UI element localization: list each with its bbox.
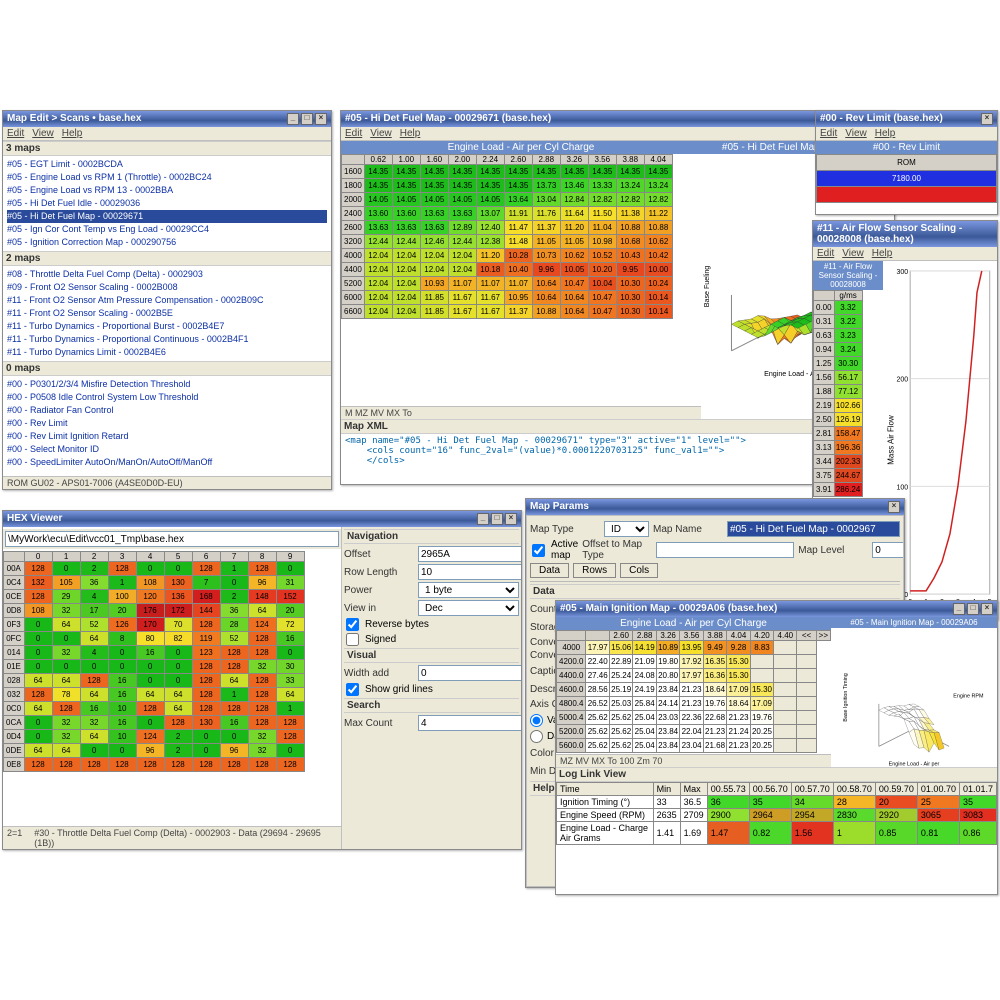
revlimit-grid[interactable]: ROM7180.00 <box>816 154 997 203</box>
file-path-input[interactable] <box>5 531 339 547</box>
tree-item[interactable]: #11 - Front O2 Sensor Scaling - 0002B5E <box>7 307 327 320</box>
tree-section: 0 maps <box>3 361 331 376</box>
window-title: Map Params <box>530 501 589 513</box>
tree-item[interactable]: #05 - Hi Det Fuel Idle - 00029036 <box>7 197 327 210</box>
tree-item[interactable]: #05 - Hi Det Fuel Map - 00029671 <box>7 210 327 223</box>
tree-item[interactable]: #11 - Front O2 Sensor Atm Pressure Compe… <box>7 294 327 307</box>
tree-section: 2 maps <box>3 251 331 266</box>
power-select[interactable]: 1 byte <box>418 582 519 598</box>
tree-item[interactable]: #09 - Front O2 Sensor Scaling - 0002B008 <box>7 281 327 294</box>
widthadd-input[interactable] <box>418 665 521 681</box>
window-title: #11 - Air Flow Sensor Scaling - 00028008… <box>817 223 993 245</box>
valinc-radio[interactable] <box>530 714 543 727</box>
tree-item[interactable]: #00 - Rev Limit <box>7 417 327 430</box>
tree-item[interactable]: #05 - Ign Cor Cont Temp vs Eng Load - 00… <box>7 223 327 236</box>
svg-text:Base Ignition Timing: Base Ignition Timing <box>843 673 849 722</box>
window-title: Map Edit > Scans • base.hex <box>7 113 141 125</box>
tree-item[interactable]: #05 - Ignition Correction Map - 00029075… <box>7 236 327 249</box>
ignition-map-grid[interactable]: 2.602.883.263.563.884.044.204.40<<>>4000… <box>556 630 831 753</box>
rowlen-input[interactable] <box>418 564 521 580</box>
tree-item[interactable]: #08 - Throttle Delta Fuel Comp (Delta) -… <box>7 268 327 281</box>
airflow-grid[interactable]: g/ms0.003.320.313.220.633.230.943.241.25… <box>813 290 863 497</box>
activemap-checkbox[interactable] <box>532 544 545 557</box>
tree-item[interactable]: #00 - P0301/2/3/4 Misfire Detection Thre… <box>7 378 327 391</box>
window-title: #00 - Rev Limit (base.hex) <box>820 113 943 125</box>
tree-item[interactable]: #05 - Engine Load vs RPM 1 (Throttle) - … <box>7 171 327 184</box>
reverse-checkbox[interactable] <box>346 618 359 631</box>
hex-grid[interactable]: 012345678900A1280212800128112800C4132105… <box>3 551 305 772</box>
tree-section: 3 maps <box>3 141 331 156</box>
mapname-input[interactable] <box>727 521 900 537</box>
chart-subtitle: Engine Load - Air per Cyl Charge <box>341 141 701 154</box>
maximize-button[interactable]: □ <box>491 513 503 525</box>
maxcount-input[interactable] <box>418 715 521 731</box>
window-title: HEX Viewer <box>7 513 62 525</box>
tree-item[interactable]: #00 - Radiator Fan Control <box>7 404 327 417</box>
hex-viewer-window: HEX Viewer _□× 012345678900A128021280012… <box>2 510 522 850</box>
minimize-button[interactable]: _ <box>477 513 489 525</box>
tree-item[interactable]: #05 - EGT Limit - 0002BCDA <box>7 158 327 171</box>
close-button[interactable]: × <box>315 113 327 125</box>
svg-text:300: 300 <box>897 269 909 276</box>
loglink-grid[interactable]: TimeMinMax00.55.7300.56.7000.57.7000.58.… <box>556 782 997 845</box>
offset-input[interactable] <box>418 546 521 562</box>
svg-text:200: 200 <box>897 377 909 384</box>
svg-text:100: 100 <box>897 484 909 491</box>
tree-item[interactable]: #00 - SpeedLimiter AutoOn/ManOn/AutoOff/… <box>7 456 327 469</box>
svg-text:Mass Air Flow: Mass Air Flow <box>886 415 895 465</box>
tab-cols[interactable]: Cols <box>620 563 658 578</box>
svg-text:Engine RPM: Engine RPM <box>953 694 984 700</box>
grid-checkbox[interactable] <box>346 683 359 696</box>
tree-item[interactable]: #00 - Rev Limit Ignition Retard <box>7 430 327 443</box>
rom-id: ROM GU02 - APS01-7006 (A4SE0D0D-EU) <box>7 478 183 488</box>
viewin-select[interactable]: Dec <box>418 600 519 616</box>
tree-item[interactable]: #05 - Engine Load vs RPM 13 - 0002BBA <box>7 184 327 197</box>
tree-item[interactable]: #00 - P0508 Idle Control System Low Thre… <box>7 391 327 404</box>
tree-item[interactable]: #11 - Turbo Dynamics - Proportional Cont… <box>7 333 327 346</box>
ignmap-window: #05 - Main Ignition Map - 00029A06 (base… <box>555 600 998 895</box>
tree-item[interactable]: #00 - Select Monitor ID <box>7 443 327 456</box>
datainc-radio[interactable] <box>530 730 543 743</box>
ignition-3d-surface: Engine Load - Air perBase Ignition Timin… <box>831 628 997 767</box>
fuel-map-grid[interactable]: 0.621.001.602.002.242.602.883.263.563.88… <box>341 154 673 319</box>
tab-data[interactable]: Data <box>530 563 569 578</box>
tree-item[interactable]: #11 - Turbo Dynamics Limit - 0002B4E6 <box>7 346 327 359</box>
revlimit-window: #00 - Rev Limit (base.hex) × EditViewHel… <box>815 110 998 215</box>
map-edit-window: Map Edit > Scans • base.hex _ □ × EditVi… <box>2 110 332 490</box>
maximize-button[interactable]: □ <box>301 113 313 125</box>
window-title: #05 - Main Ignition Map - 00029A06 (base… <box>560 603 777 615</box>
tree-item[interactable]: #11 - Turbo Dynamics - Proportional Burs… <box>7 320 327 333</box>
map-tree: 3 maps #05 - EGT Limit - 0002BCDA#05 - E… <box>3 141 331 476</box>
window-title: #05 - Hi Det Fuel Map - 00029671 (base.h… <box>345 113 551 125</box>
svg-text:Base Fueling: Base Fueling <box>703 266 711 308</box>
minimize-button[interactable]: _ <box>287 113 299 125</box>
close-button[interactable]: × <box>505 513 517 525</box>
tab-rows[interactable]: Rows <box>573 563 616 578</box>
maptype-select[interactable]: ID <box>604 521 649 537</box>
titlebar: Map Edit > Scans • base.hex _ □ × <box>3 111 331 127</box>
signed-checkbox[interactable] <box>346 633 359 646</box>
menubar[interactable]: EditViewHelp <box>3 127 331 141</box>
